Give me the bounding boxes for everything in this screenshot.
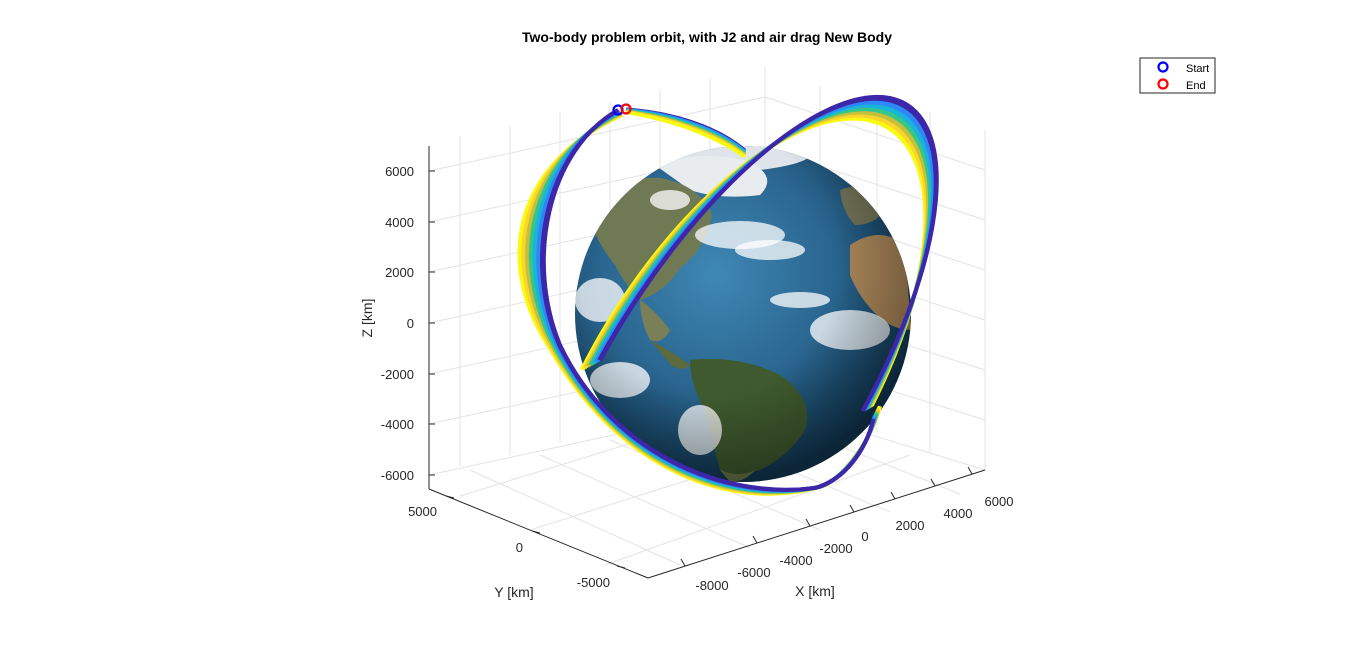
z-axis xyxy=(429,170,435,476)
orbit-top-arc xyxy=(625,111,746,159)
chart-title: Two-body problem orbit, with J2 and air … xyxy=(522,29,892,45)
earth-globe xyxy=(575,146,911,482)
z-axis-label: Z [km] xyxy=(359,299,375,338)
x-axis-label: X [km] xyxy=(795,583,835,599)
z-tick-label: 4000 xyxy=(385,215,414,230)
x-tick-label: 0 xyxy=(861,529,868,544)
legend-start-marker xyxy=(1157,61,1169,73)
z-tick-label: 2000 xyxy=(385,265,414,280)
z-tick-label: 0 xyxy=(407,316,414,331)
y-tick-label: 5000 xyxy=(408,504,437,519)
x-tick-label: 4000 xyxy=(944,506,973,521)
z-tick-label: 6000 xyxy=(385,164,414,179)
orbit-front-arc xyxy=(541,108,875,492)
legend: Start End xyxy=(1139,57,1216,94)
z-tick-label: -2000 xyxy=(381,367,414,382)
z-tick-label: -4000 xyxy=(381,417,414,432)
x-tick-label: -4000 xyxy=(779,553,812,568)
y-axis xyxy=(445,495,626,569)
axes-lines xyxy=(428,146,986,579)
x-axis xyxy=(680,466,973,567)
legend-end-marker xyxy=(1157,78,1169,90)
legend-start-label: Start xyxy=(1186,63,1209,75)
end-marker xyxy=(620,103,632,115)
x-tick-label: 2000 xyxy=(896,518,925,533)
x-tick-label: -8000 xyxy=(695,578,728,593)
x-tick-label: -6000 xyxy=(737,565,770,580)
x-tick-label: 6000 xyxy=(985,494,1014,509)
x-tick-label: -2000 xyxy=(819,541,852,556)
y-tick-label: 0 xyxy=(516,540,523,555)
z-tick-label: -6000 xyxy=(381,468,414,483)
y-axis-label: Y [km] xyxy=(494,584,533,600)
orbit-back-arc xyxy=(598,94,939,412)
legend-end-label: End xyxy=(1186,80,1206,92)
orbit-trajectory xyxy=(517,94,939,496)
y-tick-label: -5000 xyxy=(577,575,610,590)
